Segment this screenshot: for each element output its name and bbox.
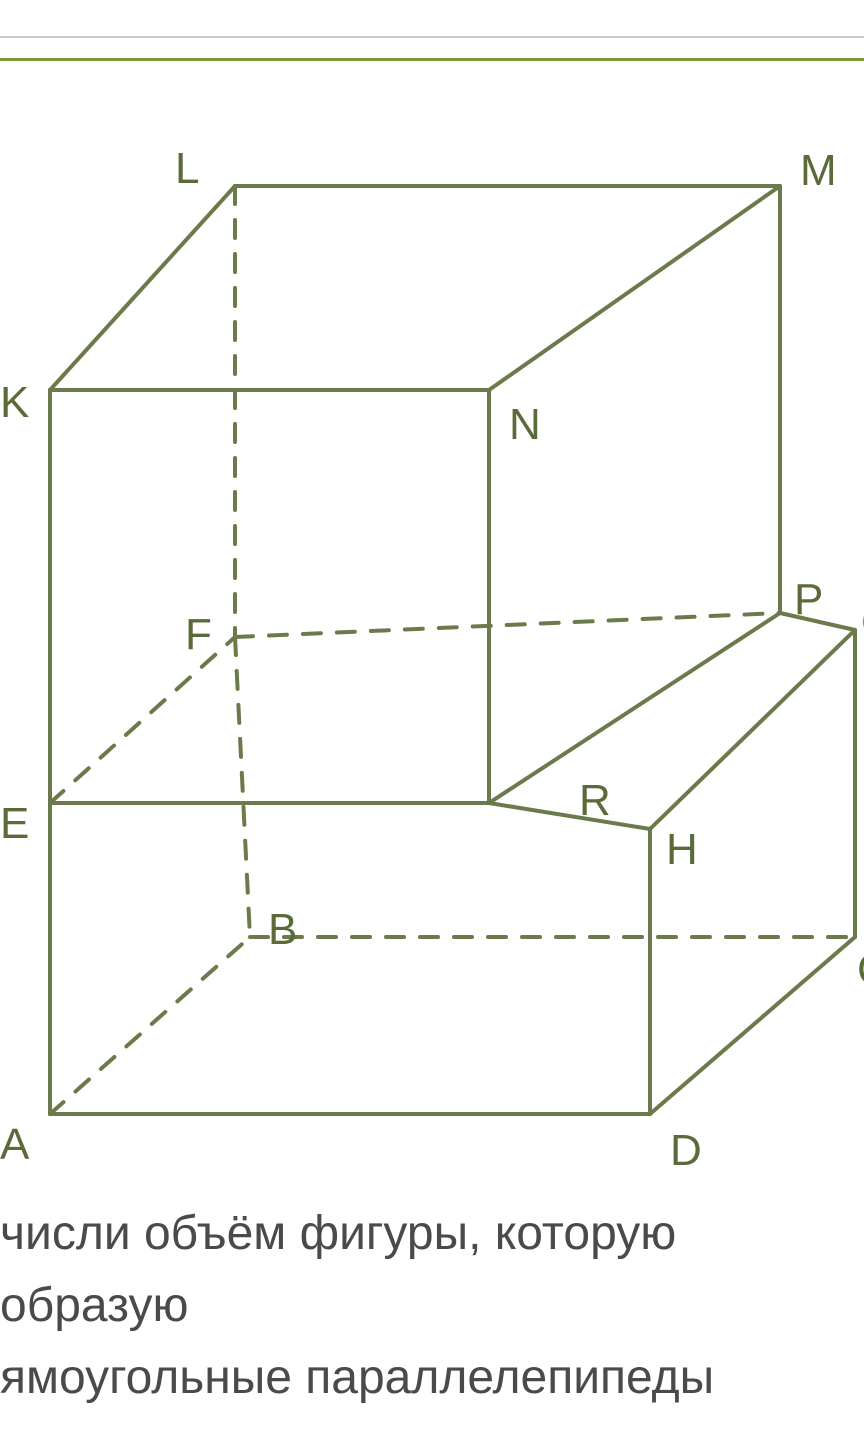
- vertex-label-A: A: [0, 1120, 29, 1170]
- edge-K-L: [50, 186, 235, 390]
- vertex-label-N: N: [509, 400, 541, 450]
- vertex-label-R: R: [579, 776, 611, 826]
- question-line-1: числи объём фигуры, которую образую: [0, 1198, 864, 1342]
- vertex-label-M: M: [800, 146, 837, 196]
- edge-R-H: [489, 803, 650, 829]
- edge-E-F: [50, 637, 235, 803]
- vertex-label-H: H: [666, 825, 698, 875]
- green-border: [0, 58, 864, 61]
- vertex-label-B: B: [268, 905, 297, 955]
- edge-A-B: [50, 937, 250, 1114]
- diagram-3d-solid: LMKNFPGERHBCAD: [0, 100, 864, 1220]
- diagram-svg: [0, 100, 864, 1220]
- vertex-label-F: F: [185, 610, 212, 660]
- edge-R-P: [489, 613, 780, 803]
- top-gray-border: [0, 36, 864, 38]
- question-text: числи объём фигуры, которую образую ямоу…: [0, 1198, 864, 1414]
- vertex-label-L: L: [175, 144, 199, 194]
- question-line-2: ямоугольные параллелепипеды: [0, 1342, 864, 1414]
- vertex-label-D: D: [670, 1126, 702, 1176]
- edge-D-C: [650, 937, 855, 1114]
- edge-H-G: [650, 630, 855, 829]
- vertex-label-K: K: [0, 378, 29, 428]
- edge-F-B: [235, 637, 250, 937]
- edge-N-M: [489, 186, 780, 390]
- edge-F-P: [235, 613, 780, 637]
- vertex-label-P: P: [794, 575, 823, 625]
- vertex-label-C: C: [857, 945, 864, 995]
- vertex-label-E: E: [0, 799, 29, 849]
